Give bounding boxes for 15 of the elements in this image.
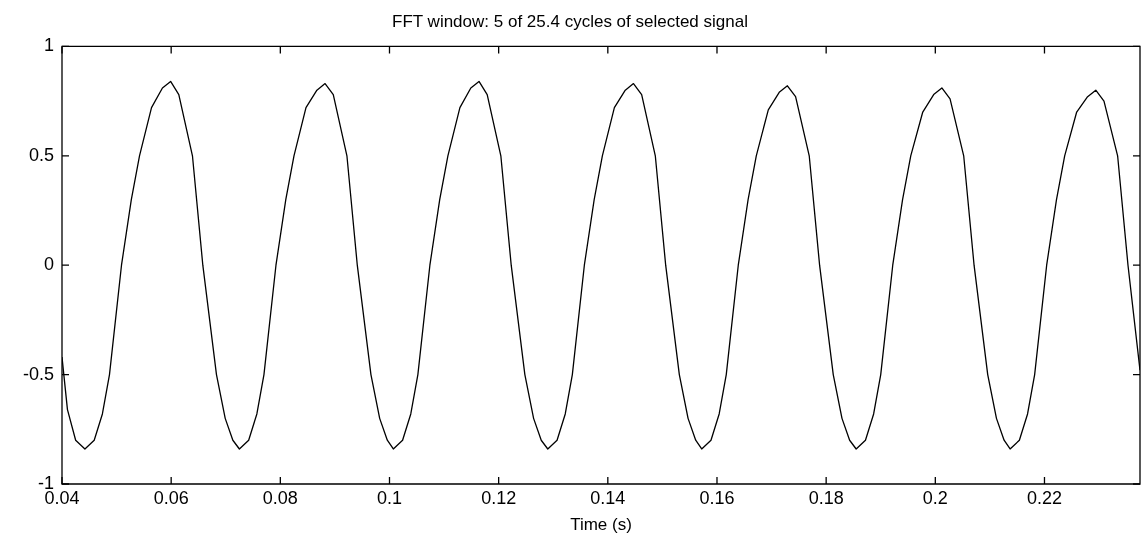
y-tick-label: 0.5 xyxy=(28,144,54,165)
y-tick-label: -0.5 xyxy=(22,363,54,384)
x-tick-label: 0.1 xyxy=(376,487,403,508)
x-tick-label: 0.22 xyxy=(1026,487,1062,508)
x-tick-label: 0.2 xyxy=(922,487,948,508)
x-tick-label: 0.18 xyxy=(808,487,844,508)
x-tick-label: 0.14 xyxy=(590,487,626,508)
x-tick-label: 0.16 xyxy=(699,487,735,508)
x-tick-label: 0.06 xyxy=(153,487,189,508)
x-tick-label: 0.12 xyxy=(481,487,517,508)
x-axis-title: Time (s) xyxy=(570,515,632,535)
chart-title: FFT window: 5 of 25.4 cycles of selected signal xyxy=(392,11,748,31)
x-tick-label: 0.08 xyxy=(262,487,298,508)
y-tick-label: 0 xyxy=(43,254,54,275)
y-tick-label: 1 xyxy=(43,35,54,56)
